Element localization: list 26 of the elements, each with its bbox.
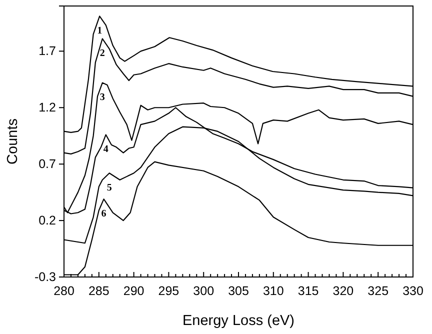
x-axis-title: Energy Loss (eV) xyxy=(182,313,295,329)
x-tick-label: 305 xyxy=(228,284,249,298)
x-tick-label: 290 xyxy=(123,284,144,298)
y-tick-label: 1.7 xyxy=(38,44,56,58)
annotation: 6 xyxy=(101,208,106,220)
annotation: 2 xyxy=(100,48,105,60)
x-tick-label: 310 xyxy=(262,284,284,298)
y-tick-label: 0.7 xyxy=(38,157,56,172)
x-tick-label: 330 xyxy=(402,284,424,298)
x-tick-label: 300 xyxy=(193,284,214,298)
y-tick-label: 1.2 xyxy=(38,100,56,115)
x-tick-label: 315 xyxy=(298,284,319,298)
x-tick-label: 320 xyxy=(332,284,354,298)
annotation: 3 xyxy=(100,92,105,104)
annotation: 4 xyxy=(103,144,108,156)
x-tick-label: 285 xyxy=(88,284,110,298)
x-tick-label: 280 xyxy=(54,284,74,298)
y-tick-label: -0.3 xyxy=(34,270,56,284)
annotation: 5 xyxy=(106,182,112,194)
line-series xyxy=(63,38,414,154)
y-tick-label: 0.2 xyxy=(38,214,56,228)
x-tick-label: 325 xyxy=(368,284,389,298)
annotation: 1 xyxy=(97,25,102,36)
y-axis-title: Counts xyxy=(5,118,21,164)
x-tick-label: 295 xyxy=(158,284,180,298)
line-series xyxy=(63,16,414,134)
